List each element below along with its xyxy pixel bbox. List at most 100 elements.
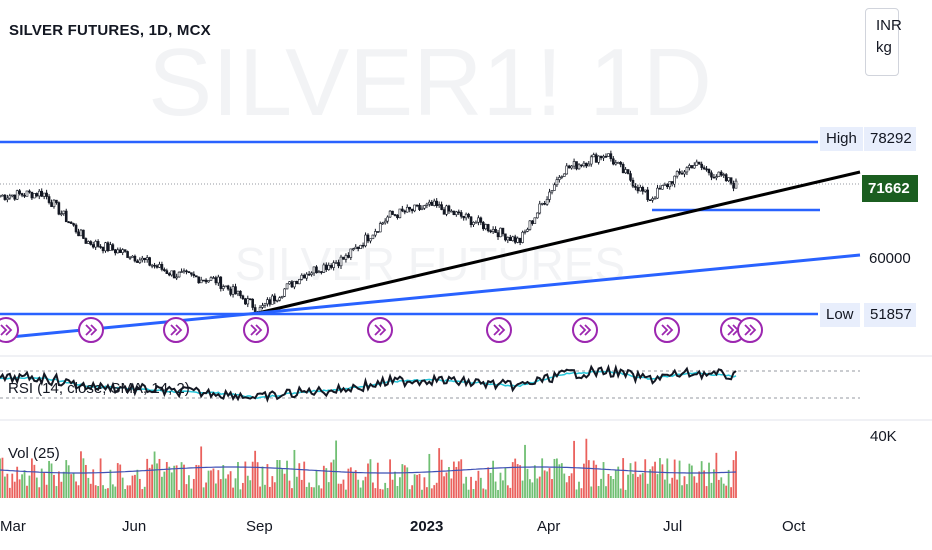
volume-bar — [396, 486, 399, 498]
candle-body — [74, 224, 78, 233]
volume-bar — [558, 464, 561, 498]
candle-body — [612, 158, 615, 165]
volume-bar — [212, 468, 215, 498]
candle-body — [639, 187, 642, 192]
volume-bar — [671, 477, 674, 498]
candle-body — [15, 190, 19, 200]
candle-body — [305, 273, 308, 279]
candle-body — [562, 173, 566, 177]
candle-body — [423, 205, 426, 209]
candle-body — [602, 155, 605, 159]
candle-body — [396, 214, 399, 218]
volume-bar — [703, 470, 706, 498]
x-tick-label: Jul — [663, 518, 683, 535]
volume-bar — [595, 464, 598, 498]
volume-bar — [342, 479, 345, 498]
volume-bar — [352, 472, 355, 498]
last-price-tag: 71662 — [862, 175, 918, 202]
candle-body — [302, 274, 306, 279]
candle-body — [79, 229, 83, 237]
event-icon-ring — [0, 317, 19, 343]
volume-bar — [232, 487, 234, 498]
candle-body — [452, 210, 456, 216]
volume-bar — [192, 478, 195, 498]
candle-body — [393, 214, 397, 216]
volume-bar — [94, 485, 97, 498]
candle-body — [251, 298, 254, 308]
candle-body — [158, 264, 161, 268]
candle-body — [342, 256, 345, 260]
volume-bar — [668, 483, 671, 498]
volume-bar — [641, 473, 644, 498]
volume-bar — [499, 472, 502, 498]
volume-bar — [320, 488, 323, 498]
volume-bar — [462, 483, 465, 498]
volume-bar — [13, 481, 16, 498]
candle-body — [724, 174, 728, 182]
volume-bar — [156, 463, 158, 498]
candle-body — [545, 199, 549, 205]
candle-body — [329, 265, 333, 268]
candle-body — [160, 264, 164, 270]
volume-bar — [578, 481, 580, 498]
candle-body — [418, 204, 421, 210]
candle-body — [207, 280, 210, 283]
volume-bar — [173, 465, 176, 498]
volume-bar — [246, 475, 249, 498]
volume-bar — [646, 483, 649, 498]
event-icon-glyph — [493, 324, 506, 336]
long-term-trendline — [0, 253, 861, 340]
volume-bar — [33, 464, 36, 498]
volume-bar — [511, 462, 514, 498]
volume-bar — [165, 462, 168, 498]
candle-body — [334, 262, 338, 264]
candle-body — [472, 222, 475, 225]
volume-bar — [651, 466, 654, 498]
volume-bar — [210, 470, 212, 498]
volume-bar — [634, 461, 637, 498]
candle-body — [278, 297, 281, 301]
volume-bar — [237, 462, 239, 498]
rising-support-trendline — [257, 170, 861, 315]
candle-body — [410, 208, 414, 212]
volume-bar — [700, 461, 703, 498]
volume-bar — [506, 485, 509, 498]
dividend-arrow-icon — [78, 317, 104, 343]
candle-body — [378, 223, 382, 233]
volume-bar — [67, 465, 70, 498]
volume-bar — [379, 488, 382, 498]
candle-body — [501, 227, 505, 235]
candle-body — [114, 249, 117, 254]
volume-bar — [104, 488, 107, 498]
candle-body — [221, 286, 225, 289]
volume-bar — [178, 489, 180, 498]
candle-body — [565, 165, 569, 175]
candle-body — [320, 271, 323, 273]
volume-bar — [337, 483, 340, 498]
volume-bar — [408, 489, 411, 498]
candle-body — [72, 223, 75, 226]
volume-pane-label: Vol (25) — [8, 445, 60, 462]
unit-selector[interactable]: INR kg — [865, 8, 902, 76]
volume-bar — [681, 485, 683, 498]
dividend-arrow-icon — [163, 317, 189, 343]
volume-bar — [217, 470, 220, 498]
volume-bar — [698, 471, 701, 498]
volume-bar — [690, 465, 693, 498]
volume-bar — [394, 471, 396, 498]
candle-body — [702, 167, 706, 170]
candle-body — [324, 264, 328, 270]
rsi-pane-label: RSI (14, close, SMA, 14, 2) — [8, 380, 190, 397]
candle-body — [143, 257, 147, 260]
volume-bar — [229, 471, 232, 498]
candle-body — [170, 270, 174, 276]
candle-body — [62, 210, 66, 214]
volume-bar — [418, 473, 421, 498]
volume-bar — [21, 474, 23, 498]
candle-body — [64, 210, 68, 223]
candle-body — [172, 270, 176, 279]
volume-bar — [354, 470, 357, 498]
candle-body — [118, 249, 122, 253]
candle-body — [715, 176, 718, 179]
